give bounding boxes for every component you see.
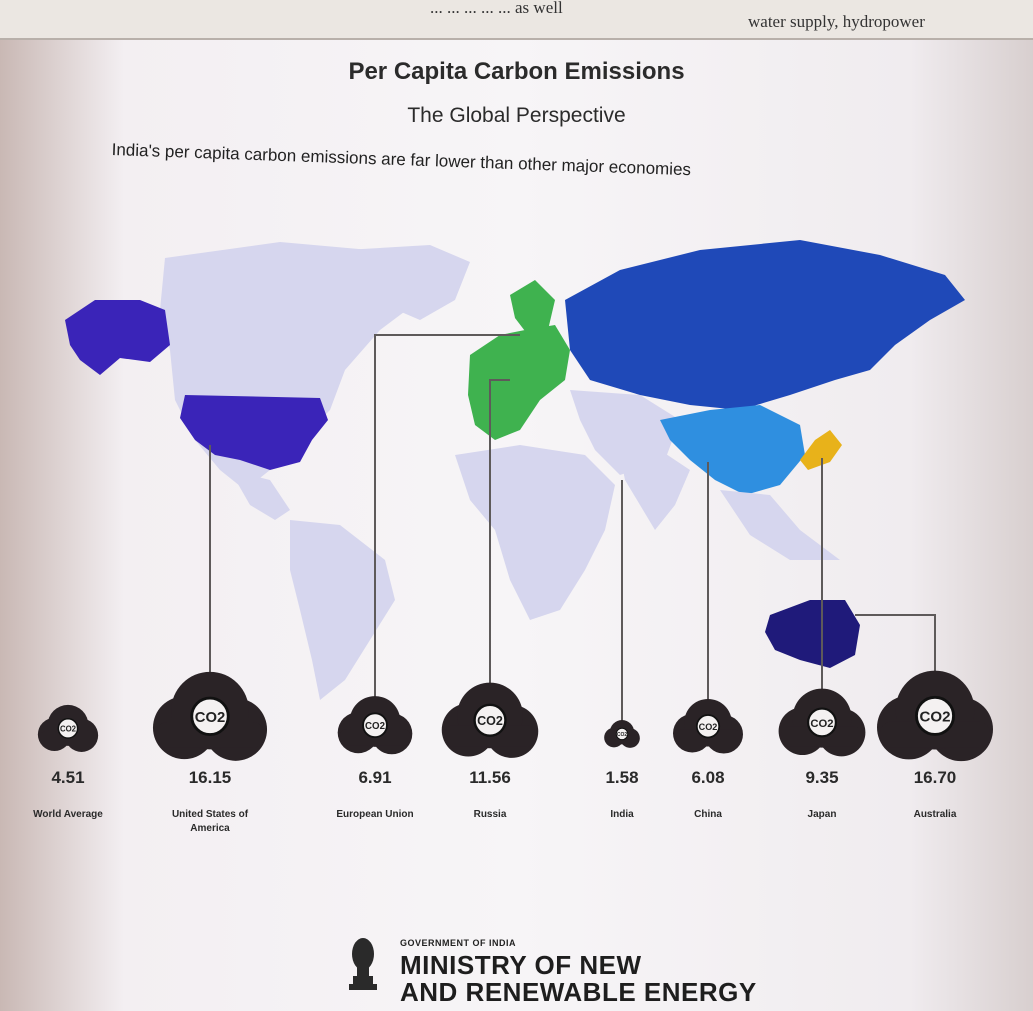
co2-badge-icon (807, 707, 837, 738)
emission-cloud-australia: CO2 (877, 670, 993, 762)
map-india (620, 450, 690, 530)
footer-ministry-line1: MINISTRY OF NEW (400, 950, 642, 980)
emission-cloud-russia: CO2 (441, 682, 539, 758)
country-label-china: China (694, 809, 722, 820)
co2-badge-label: CO2 (919, 709, 950, 726)
value-label-world-average: 4.51 (51, 768, 85, 787)
chart-subtitle: The Global Perspective (407, 104, 626, 127)
book-text-strip: ... ... ... ... ... as well water supply… (0, 0, 1033, 40)
emission-cloud-india: CO2 (604, 720, 640, 748)
map-south-america (290, 520, 395, 700)
co2-badge-icon (473, 703, 507, 737)
country-label-russia: Russia (473, 809, 507, 820)
co2-badge-icon (914, 695, 956, 736)
book-text-left: ... ... ... ... ... as well (430, 0, 563, 17)
co2-badge-label: CO2 (810, 718, 833, 730)
chart-title: Per Capita Carbon Emissions (348, 58, 685, 85)
co2-badge-label: CO2 (699, 722, 718, 732)
map-japan (800, 430, 842, 470)
co2-badge-icon (695, 714, 721, 739)
emission-clouds: CO2 CO2 CO2 CO2 CO2 CO2 CO2 CO2 (37, 670, 993, 762)
map-alaska (65, 300, 170, 375)
co2-badge-label: CO2 (365, 721, 385, 732)
map-usa (180, 395, 328, 470)
co2-badge-icon (615, 727, 629, 741)
map-greenland (345, 245, 470, 320)
country-label-world-average: World Average (33, 809, 103, 820)
book-text-right: water supply, hydropower (748, 12, 925, 31)
value-label-united-states-of-america: 16.15 (188, 768, 232, 787)
co2-badge-label: CO2 (477, 714, 503, 728)
country-label-india: India (610, 809, 634, 820)
co2-badge-label: CO2 (195, 710, 225, 726)
leader-line-australia (855, 614, 936, 679)
value-label-russia: 11.56 (469, 768, 511, 787)
leader-lines (209, 334, 936, 723)
value-label-china: 6.08 (691, 768, 725, 787)
co2-badge-icon (362, 712, 388, 739)
value-label-australia: 16.70 (913, 768, 957, 787)
country-label-united-states-of-america: United States of America (171, 809, 249, 834)
footer-ministry-line2: AND RENEWABLE ENERGY (400, 977, 757, 1007)
map-china (660, 405, 805, 495)
emission-cloud-european-union: CO2 (337, 696, 413, 755)
emission-cloud-china: CO2 (673, 698, 743, 754)
country-label-australia: Australia (913, 809, 957, 820)
map-africa (455, 445, 615, 620)
national-emblem-icon (349, 938, 377, 990)
map-eu (468, 325, 570, 440)
footer-government: GOVERNMENT OF INDIA (400, 938, 517, 948)
co2-badge-label: CO2 (60, 724, 77, 733)
leader-line-russia (489, 379, 510, 689)
value-label-india: 1.58 (605, 768, 639, 787)
co2-badge-icon (190, 696, 230, 737)
map-central-america (230, 470, 290, 520)
world-map (65, 240, 965, 700)
value-label-european-union: 6.91 (358, 768, 392, 787)
map-australia (765, 600, 860, 668)
value-label-japan: 9.35 (805, 768, 839, 787)
map-russia (565, 240, 965, 410)
emission-cloud-japan: CO2 (778, 688, 866, 757)
country-label-japan: Japan (807, 809, 837, 820)
map-scandinavia (510, 280, 555, 335)
emission-cloud-world-average: CO2 (37, 704, 99, 752)
co2-badge-label: CO2 (617, 732, 628, 738)
emission-cloud-united-states-of-america: CO2 (152, 671, 268, 761)
country-label-european-union: European Union (336, 809, 414, 820)
map-southeast-asia (720, 490, 840, 560)
leader-line-european-union (374, 334, 520, 701)
co2-badge-icon (57, 718, 79, 739)
